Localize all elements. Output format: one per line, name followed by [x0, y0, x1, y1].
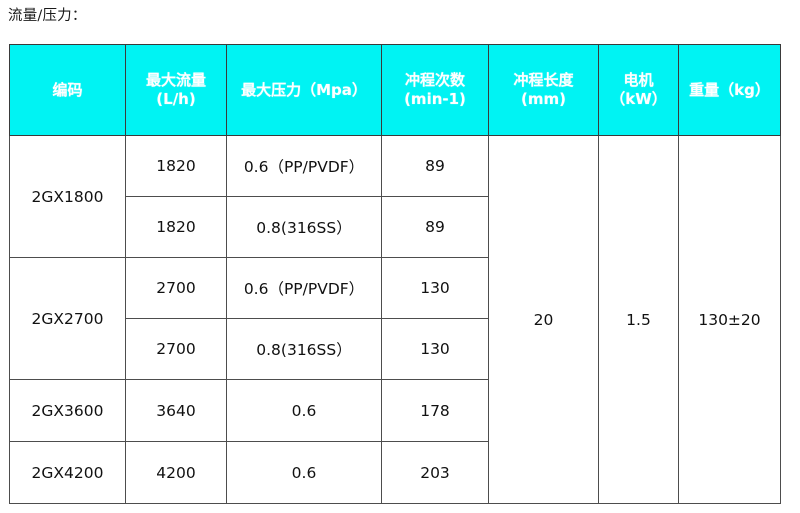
cell-strokes: 89 — [381, 135, 489, 197]
cell-strokes: 130 — [381, 257, 489, 319]
column-header-max-pressure-line-1: 最大压力（Mpa） — [241, 80, 367, 99]
cell-strokes: 178 — [381, 379, 489, 442]
table-row: 2700 0.8(316SS） 130 — [10, 318, 781, 380]
cell-flow: 3640 — [125, 379, 227, 442]
table-header-row: 编码 最大流量 (L/h) 最大压力（Mpa） 冲程次数 (min-1) 冲程长… — [9, 44, 781, 136]
cell-flow: 1820 — [125, 196, 227, 258]
column-header-motor-line-1: 电机 — [623, 71, 654, 89]
page-title: 流量/压力： — [8, 8, 87, 24]
cell-flow: 2700 — [125, 257, 227, 319]
cell-motor-power-merged: 1.5 — [598, 135, 679, 504]
column-header-max-flow-line-1: 最大流量 — [145, 71, 206, 89]
cell-code-2gx4200: 2GX4200 — [9, 441, 126, 504]
cell-strokes: 203 — [381, 441, 489, 504]
column-header-weight: 重量（kg） — [678, 44, 781, 136]
table-header: 编码 最大流量 (L/h) 最大压力（Mpa） 冲程次数 (min-1) 冲程长… — [9, 44, 781, 136]
table-row: 1820 0.8(316SS） 89 — [10, 196, 781, 258]
column-header-max-flow: 最大流量 (L/h) — [125, 44, 227, 136]
column-header-stroke-length: 冲程长度 (mm) — [488, 44, 599, 136]
table-row: 2GX4200 4200 0.6 203 — [9, 441, 781, 504]
column-header-motor-line-2: （kW） — [610, 90, 667, 108]
table-row: 2GX2700 2700 0.6（PP/PVDF） 130 — [9, 257, 781, 380]
cell-flow: 4200 — [125, 441, 227, 504]
column-header-weight-line-1: 重量（kg） — [689, 80, 770, 99]
column-header-stroke-length-line-1: 冲程长度 — [513, 71, 574, 89]
column-header-stroke-count: 冲程次数 (min-1) — [381, 44, 489, 136]
cell-pressure: 0.8(316SS） — [226, 318, 382, 380]
cell-stroke-length-merged: 20 — [488, 135, 599, 504]
cell-pressure: 0.6（PP/PVDF） — [226, 135, 382, 197]
cell-pressure: 0.6 — [226, 379, 382, 442]
cell-flow: 1820 — [125, 135, 227, 197]
column-header-stroke-count-line-2: (min-1) — [404, 90, 466, 108]
cell-code-2gx2700: 2GX2700 — [9, 257, 126, 380]
cell-pressure: 0.8(316SS） — [226, 196, 382, 258]
cell-code-2gx1800: 2GX1800 — [9, 135, 126, 258]
column-header-stroke-length-line-2: (mm) — [521, 90, 566, 108]
cell-weight-merged: 130±20 — [678, 135, 781, 504]
column-header-max-pressure: 最大压力（Mpa） — [226, 44, 382, 136]
table-row: 2GX3600 3640 0.6 178 — [9, 379, 781, 442]
table-row: 2GX1800 1820 0.6（PP/PVDF） 89 20 1.5 130±… — [9, 135, 781, 504]
table-body: 2GX1800 1820 0.6（PP/PVDF） 89 20 1.5 130±… — [9, 135, 781, 504]
column-header-motor: 电机 （kW） — [598, 44, 679, 136]
cell-flow: 2700 — [125, 318, 227, 380]
specifications-table: 编码 最大流量 (L/h) 最大压力（Mpa） 冲程次数 (min-1) 冲程长… — [9, 44, 781, 504]
cell-strokes: 130 — [381, 318, 489, 380]
column-header-code-line-1: 编码 — [52, 80, 83, 99]
cell-pressure: 0.6（PP/PVDF） — [226, 257, 382, 319]
cell-strokes: 89 — [381, 196, 489, 258]
column-header-code: 编码 — [9, 44, 126, 136]
column-header-max-flow-line-2: (L/h) — [156, 90, 196, 108]
column-header-stroke-count-line-1: 冲程次数 — [404, 71, 465, 89]
cell-pressure: 0.6 — [226, 441, 382, 504]
cell-code-2gx3600: 2GX3600 — [9, 379, 126, 442]
